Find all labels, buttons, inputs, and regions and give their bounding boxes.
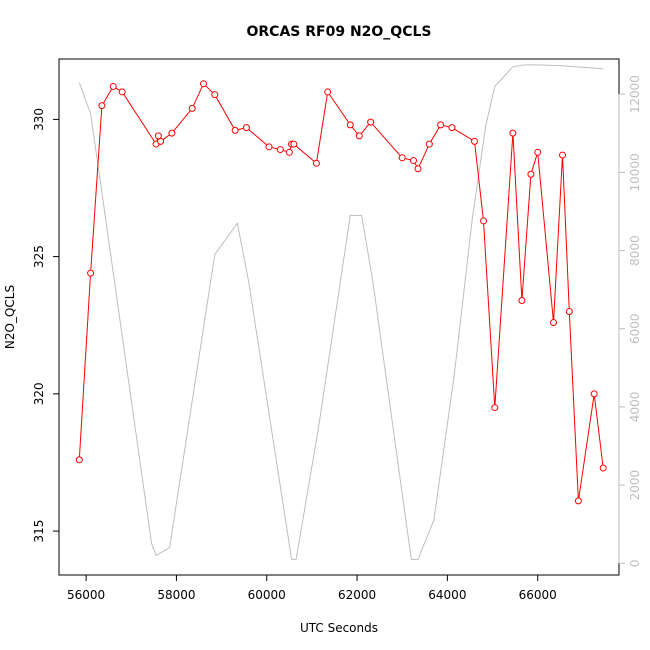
n2o-point bbox=[448, 124, 456, 132]
n2o-point bbox=[109, 82, 117, 90]
n2o-point bbox=[550, 318, 558, 326]
n2o-point bbox=[118, 88, 126, 96]
n2o-point bbox=[200, 80, 208, 88]
n2o-point bbox=[398, 154, 406, 162]
n2o-point bbox=[231, 126, 239, 134]
y-tick-label: 325 bbox=[32, 245, 46, 268]
n2o-point bbox=[346, 121, 354, 129]
n2o-point bbox=[188, 104, 196, 112]
n2o-point bbox=[574, 497, 582, 505]
x-axis: 56000 58000 60000 62000 64000 66000 bbox=[67, 574, 557, 602]
n2o-point bbox=[367, 118, 375, 126]
x-tick-label: 66000 bbox=[519, 588, 557, 602]
x-tick-label: 58000 bbox=[157, 588, 195, 602]
n2o-point bbox=[599, 464, 607, 472]
y2-tick-label: 8000 bbox=[628, 235, 642, 266]
y-axis: 315 320 325 330 bbox=[32, 108, 60, 543]
y-tick-label: 320 bbox=[32, 382, 46, 405]
y-tick-label: 330 bbox=[32, 108, 46, 131]
x-tick-label: 64000 bbox=[428, 588, 466, 602]
n2o-point bbox=[527, 170, 535, 178]
n2o-point bbox=[98, 102, 106, 110]
n2o-point bbox=[312, 159, 320, 167]
n2o-point bbox=[87, 269, 95, 277]
n2o-point bbox=[355, 132, 363, 140]
x-axis-label: UTC Seconds bbox=[300, 621, 378, 635]
n2o-point bbox=[590, 390, 598, 398]
n2o-point bbox=[285, 148, 293, 156]
n2o-point bbox=[565, 308, 573, 316]
n2o-point bbox=[157, 137, 165, 145]
y2-tick-label: 12000 bbox=[628, 75, 642, 113]
n2o-point bbox=[480, 217, 488, 225]
n2o-point bbox=[534, 148, 542, 156]
x-tick-label: 60000 bbox=[248, 588, 286, 602]
n2o-point bbox=[324, 88, 332, 96]
n2o-point bbox=[211, 91, 219, 99]
y2-tick-label: 0 bbox=[628, 559, 642, 567]
n2o-point bbox=[276, 146, 284, 154]
y2-tick-label: 10000 bbox=[628, 153, 642, 191]
n2o-point bbox=[414, 165, 422, 173]
y2-axis: 0 2000 4000 6000 8000 10000 12000 bbox=[618, 75, 642, 567]
n2o-point bbox=[559, 151, 567, 159]
n2o-point bbox=[470, 137, 478, 145]
n2o-point bbox=[410, 157, 418, 165]
n2o-point bbox=[491, 404, 499, 412]
y2-tick-label: 4000 bbox=[628, 392, 642, 423]
n2o-point bbox=[75, 456, 83, 464]
altitude-line bbox=[78, 64, 604, 560]
n2o-point bbox=[437, 121, 445, 129]
n2o-point bbox=[265, 143, 273, 151]
y2-tick-label: 2000 bbox=[628, 470, 642, 501]
x-tick-label: 56000 bbox=[67, 588, 105, 602]
n2o-point bbox=[290, 140, 298, 148]
n2o-point bbox=[168, 129, 176, 137]
y-tick-label: 315 bbox=[32, 520, 46, 543]
n2o-point bbox=[242, 124, 250, 132]
chart-title: ORCAS RF09 N2O_QCLS bbox=[247, 24, 432, 40]
series-altitude bbox=[78, 64, 604, 560]
n2o-point bbox=[518, 297, 526, 305]
x-tick-label: 62000 bbox=[338, 588, 376, 602]
n2o-point bbox=[425, 140, 433, 148]
y2-tick-label: 6000 bbox=[628, 313, 642, 344]
n2o-point bbox=[509, 129, 517, 137]
y-axis-label: N2O_QCLS bbox=[3, 285, 17, 349]
series-n2o-qcls bbox=[75, 80, 607, 505]
